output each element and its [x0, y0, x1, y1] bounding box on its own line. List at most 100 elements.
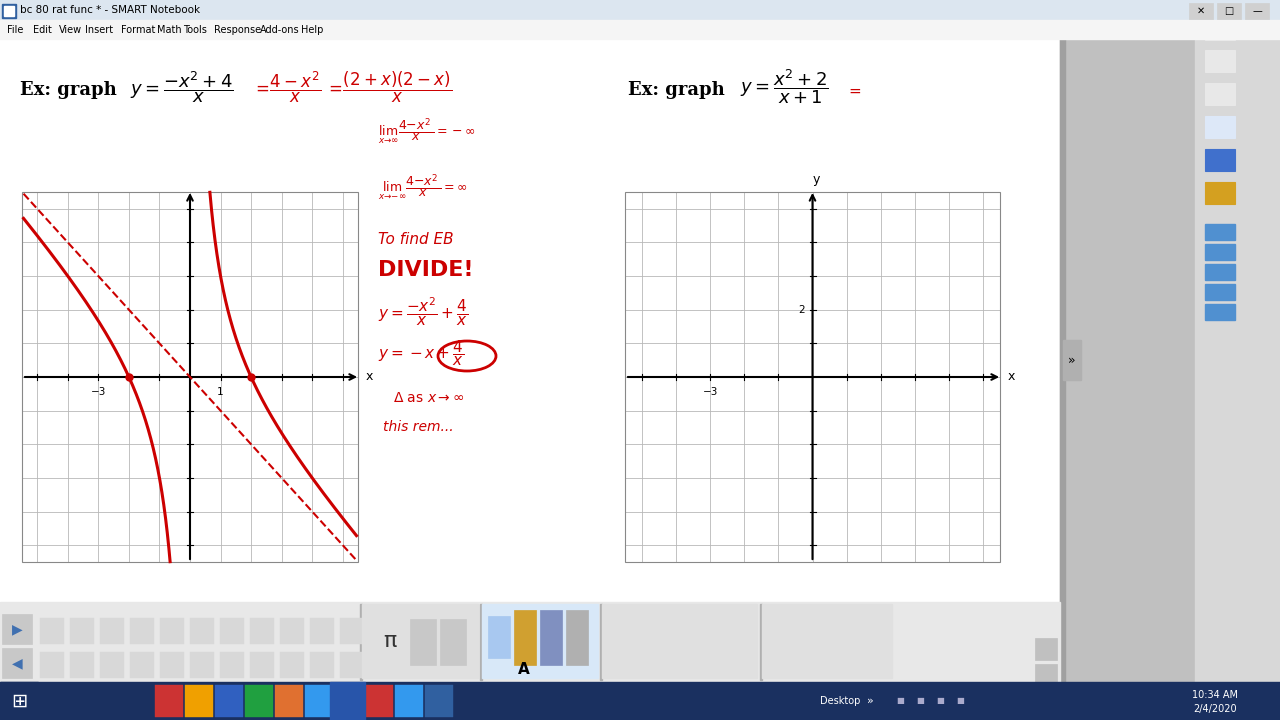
Bar — [0, 20, 1280, 39]
Bar — [515, 610, 536, 665]
Text: ▶: ▶ — [12, 622, 22, 636]
Bar — [0, 682, 1280, 720]
Bar — [250, 652, 274, 678]
Text: ✕: ✕ — [1197, 6, 1204, 16]
Bar — [396, 685, 422, 717]
Bar — [244, 685, 273, 717]
Text: Edit: Edit — [33, 25, 52, 35]
Bar — [340, 652, 364, 678]
Text: Help: Help — [301, 25, 324, 35]
Bar — [1204, 182, 1235, 204]
Text: Desktop: Desktop — [819, 696, 860, 706]
Text: ■: ■ — [896, 696, 904, 706]
Bar — [310, 652, 334, 678]
Text: $y = -x + \dfrac{4}{x}$: $y = -x + \dfrac{4}{x}$ — [378, 338, 465, 368]
Bar — [602, 604, 756, 678]
Text: Tools: Tools — [183, 25, 207, 35]
Bar — [22, 192, 358, 562]
Text: Format: Format — [122, 25, 155, 35]
Text: −3: −3 — [703, 387, 718, 397]
Bar — [1204, 304, 1235, 320]
Bar — [1060, 39, 1065, 682]
Bar — [1204, 284, 1235, 300]
Text: File: File — [6, 25, 23, 35]
Text: To find EB: To find EB — [378, 232, 453, 246]
Bar — [310, 618, 334, 644]
Text: this rem...: this rem... — [383, 420, 453, 434]
Text: $y = \dfrac{-x^2}{x}+\dfrac{4}{x}$: $y = \dfrac{-x^2}{x}+\dfrac{4}{x}$ — [378, 296, 468, 328]
Bar — [305, 685, 333, 717]
Bar — [70, 618, 93, 644]
Bar — [1204, 50, 1235, 72]
Bar — [600, 604, 602, 680]
Bar — [4, 6, 14, 16]
Bar — [425, 685, 453, 717]
Bar — [483, 604, 598, 678]
Text: 1: 1 — [218, 387, 224, 397]
Text: 10:34 AM: 10:34 AM — [1192, 690, 1238, 700]
Bar — [0, 39, 1060, 682]
Text: $y = \dfrac{-x^{2}+4}{x}$: $y = \dfrac{-x^{2}+4}{x}$ — [131, 69, 234, 105]
Bar — [189, 652, 214, 678]
Bar — [40, 652, 64, 678]
Bar — [220, 618, 244, 644]
Text: View: View — [59, 25, 82, 35]
Bar — [1036, 638, 1057, 660]
Bar — [250, 618, 274, 644]
Bar — [280, 652, 305, 678]
Text: $=$: $=$ — [846, 83, 863, 97]
Bar — [45, 688, 73, 716]
Text: x: x — [1009, 371, 1015, 384]
Bar — [480, 604, 483, 680]
Text: 2: 2 — [797, 305, 805, 315]
Bar — [1196, 39, 1280, 682]
Bar — [360, 604, 362, 680]
Text: ■: ■ — [916, 696, 924, 706]
Text: »: » — [867, 696, 873, 706]
Text: Ex: graph: Ex: graph — [20, 81, 116, 99]
Bar — [1204, 149, 1235, 171]
Bar — [79, 688, 108, 716]
Text: —: — — [1252, 6, 1262, 16]
Bar — [275, 685, 303, 717]
Text: $y = \dfrac{x^{2}+2}{x+1}$: $y = \dfrac{x^{2}+2}{x+1}$ — [740, 68, 828, 107]
Bar — [40, 618, 64, 644]
Bar — [362, 604, 477, 678]
Text: $\lim_{x\to\infty}\dfrac{4-x^2}{x}=-\infty$: $\lim_{x\to\infty}\dfrac{4-x^2}{x}=-\inf… — [378, 117, 476, 147]
Bar — [1204, 264, 1235, 280]
Bar — [220, 652, 244, 678]
Bar — [160, 652, 184, 678]
Bar — [762, 604, 892, 678]
Bar — [335, 685, 364, 717]
Bar — [365, 685, 393, 717]
Text: −3: −3 — [91, 387, 106, 397]
Bar — [1204, 18, 1235, 40]
Text: ■: ■ — [956, 696, 964, 706]
Bar — [115, 688, 143, 716]
Bar — [566, 610, 588, 665]
Bar — [70, 652, 93, 678]
Text: bc 80 rat func * - SMART Notebook: bc 80 rat func * - SMART Notebook — [20, 5, 200, 15]
Bar — [22, 192, 358, 562]
Bar — [0, 0, 1280, 20]
Bar — [131, 652, 154, 678]
Text: $\lim_{x\to-\infty}\dfrac{4-x^2}{x}=\infty$: $\lim_{x\to-\infty}\dfrac{4-x^2}{x}=\inf… — [378, 173, 467, 203]
Bar — [330, 682, 365, 720]
Text: Response: Response — [214, 25, 261, 35]
Text: $=\!\dfrac{4-x^{2}}{x}$: $=\!\dfrac{4-x^{2}}{x}$ — [252, 69, 321, 104]
Bar — [186, 685, 212, 717]
Text: ◀: ◀ — [12, 656, 22, 670]
Bar — [131, 618, 154, 644]
Text: DIVIDE!: DIVIDE! — [378, 260, 474, 280]
Bar — [3, 4, 15, 18]
Text: y: y — [813, 173, 820, 186]
Bar — [155, 685, 183, 717]
Text: $\Delta$ as $x\to\infty$: $\Delta$ as $x\to\infty$ — [393, 391, 465, 405]
Bar — [3, 648, 32, 678]
Bar — [1204, 83, 1235, 105]
Text: »: » — [1069, 354, 1075, 366]
Text: Ex: graph: Ex: graph — [628, 81, 724, 99]
Bar — [280, 618, 305, 644]
Bar — [3, 614, 32, 644]
Bar — [340, 618, 364, 644]
